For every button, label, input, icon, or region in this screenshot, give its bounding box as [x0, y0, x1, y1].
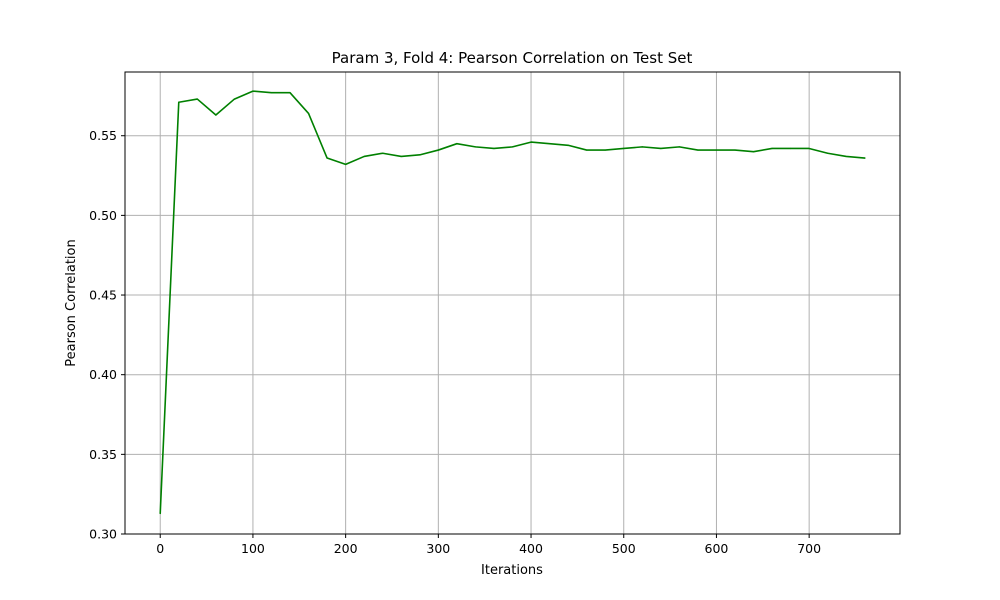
- x-axis-label: Iterations: [481, 563, 543, 578]
- data-point: [827, 152, 829, 154]
- x-tick-label: 0: [156, 541, 164, 556]
- data-point: [567, 144, 569, 146]
- chart-title: Param 3, Fold 4: Pearson Correlation on …: [332, 49, 693, 67]
- data-point: [252, 90, 254, 92]
- data-point: [845, 155, 847, 158]
- data-point: [586, 149, 588, 151]
- data-point: [474, 146, 477, 148]
- data-point: [641, 146, 643, 148]
- y-tick-label: 0.45: [89, 288, 117, 303]
- data-point: [511, 146, 514, 148]
- data-point: [419, 154, 421, 156]
- x-tick-label: 700: [797, 541, 821, 556]
- data-point: [178, 101, 180, 103]
- x-tick-label: 100: [241, 541, 265, 556]
- data-point: [790, 147, 792, 150]
- y-tick-label: 0.35: [89, 447, 117, 462]
- x-tick-label: 500: [612, 541, 636, 556]
- y-tick-label: 0.55: [89, 128, 117, 143]
- data-point: [363, 155, 365, 158]
- data-point: [382, 152, 384, 154]
- data-point: [437, 149, 439, 151]
- data-point: [233, 98, 235, 100]
- axis-layer: 0 100 200 300 400 500 600 700 0.30 0.35 0.40 0.45 0.…: [89, 128, 821, 556]
- data-point: [456, 143, 458, 145]
- data-point: [159, 512, 161, 514]
- data-point: [548, 143, 551, 145]
- data-point: [623, 147, 625, 150]
- data-point: [307, 112, 310, 115]
- data-point: [715, 149, 718, 151]
- data-point: [604, 149, 606, 151]
- data-point: [270, 92, 273, 94]
- x-tick-label: 600: [705, 541, 729, 556]
- data-point: [697, 149, 699, 151]
- y-axis-label: Pearson Correlation: [64, 239, 79, 366]
- data-point: [808, 147, 810, 150]
- data-point: [215, 114, 217, 116]
- data-point: [660, 147, 662, 150]
- data-point: [493, 147, 495, 150]
- data-point: [734, 149, 736, 151]
- series-layer: [159, 90, 866, 515]
- data-point: [196, 98, 198, 100]
- data-point: [752, 151, 755, 153]
- x-tick-label: 200: [334, 541, 358, 556]
- y-tick-label: 0.50: [89, 208, 117, 223]
- data-point: [289, 92, 291, 94]
- data-point: [678, 146, 680, 148]
- y-tick-label: 0.40: [89, 367, 117, 382]
- data-point: [345, 163, 347, 165]
- data-point: [326, 157, 328, 159]
- data-point: [400, 155, 402, 158]
- plot-frame: [124, 71, 901, 535]
- data-point: [864, 157, 866, 159]
- x-tick-label: 300: [426, 541, 450, 556]
- y-tick-label: 0.30: [89, 527, 117, 542]
- x-tick-label: 400: [519, 541, 543, 556]
- data-point: [530, 141, 532, 143]
- data-point: [771, 147, 773, 150]
